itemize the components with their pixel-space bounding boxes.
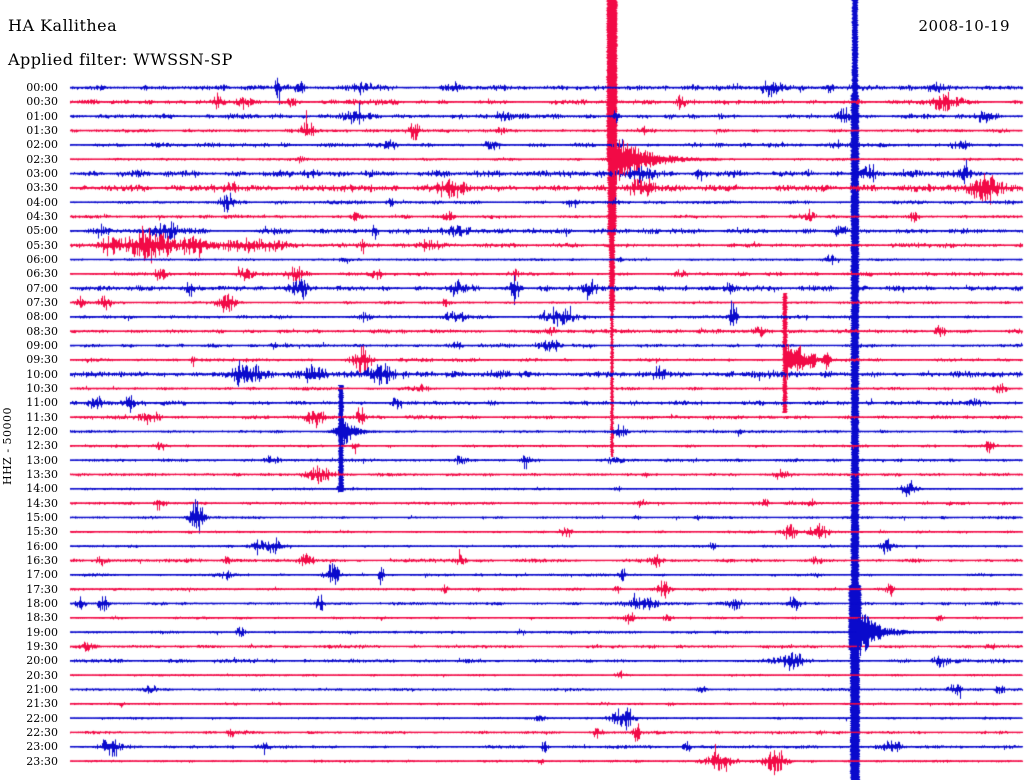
row-time-label: 03:00 <box>26 166 58 180</box>
row-time-label: 09:30 <box>26 353 58 367</box>
row-time-label: 21:00 <box>26 682 58 696</box>
row-time-label: 11:00 <box>26 396 58 410</box>
row-time-label: 23:00 <box>26 740 58 754</box>
row-time-label: 04:30 <box>26 209 58 223</box>
row-time-label: 07:30 <box>26 295 58 309</box>
row-time-label: 21:30 <box>26 697 58 711</box>
row-time-label: 14:00 <box>26 482 58 496</box>
row-time-label: 15:00 <box>26 510 58 524</box>
row-time-label: 22:00 <box>26 711 58 725</box>
row-time-label: 18:00 <box>26 596 58 610</box>
row-time-label: 06:00 <box>26 252 58 266</box>
row-time-label: 12:30 <box>26 439 58 453</box>
row-time-label: 19:00 <box>26 625 58 639</box>
row-time-label: 08:30 <box>26 324 58 338</box>
row-time-label: 17:00 <box>26 568 58 582</box>
row-time-label: 05:30 <box>26 238 58 252</box>
row-time-label: 14:30 <box>26 496 58 510</box>
row-time-label: 10:00 <box>26 367 58 381</box>
row-time-label: 03:30 <box>26 181 58 195</box>
row-time-label: 20:30 <box>26 668 58 682</box>
row-time-label: 12:00 <box>26 424 58 438</box>
time-label-column: 00:00 00:30 01:00 01:30 02:00 02:30 03:00 03:30… <box>0 0 60 780</box>
row-time-label: 02:00 <box>26 138 58 152</box>
row-time-label: 02:30 <box>26 152 58 166</box>
row-time-label: 04:00 <box>26 195 58 209</box>
row-time-label: 22:30 <box>26 725 58 739</box>
row-time-label: 06:30 <box>26 267 58 281</box>
row-time-label: 00:30 <box>26 95 58 109</box>
row-time-label: 20:00 <box>26 654 58 668</box>
row-time-label: 10:30 <box>26 381 58 395</box>
row-time-label: 17:30 <box>26 582 58 596</box>
row-time-label: 13:30 <box>26 467 58 481</box>
row-time-label: 05:00 <box>26 224 58 238</box>
row-time-label: 16:30 <box>26 553 58 567</box>
row-time-label: 11:30 <box>26 410 58 424</box>
row-time-label: 15:30 <box>26 525 58 539</box>
row-time-label: 00:00 <box>26 81 58 94</box>
row-time-label: 13:00 <box>26 453 58 467</box>
row-time-label: 09:00 <box>26 338 58 352</box>
row-time-label: 01:00 <box>26 109 58 123</box>
row-time-label: 23:30 <box>26 754 58 768</box>
row-time-label: 16:00 <box>26 539 58 553</box>
row-time-label: 01:30 <box>26 123 58 137</box>
row-time-label: 19:30 <box>26 639 58 653</box>
row-time-label: 18:30 <box>26 611 58 625</box>
row-time-label: 08:00 <box>26 310 58 324</box>
row-time-label: 07:00 <box>26 281 58 295</box>
